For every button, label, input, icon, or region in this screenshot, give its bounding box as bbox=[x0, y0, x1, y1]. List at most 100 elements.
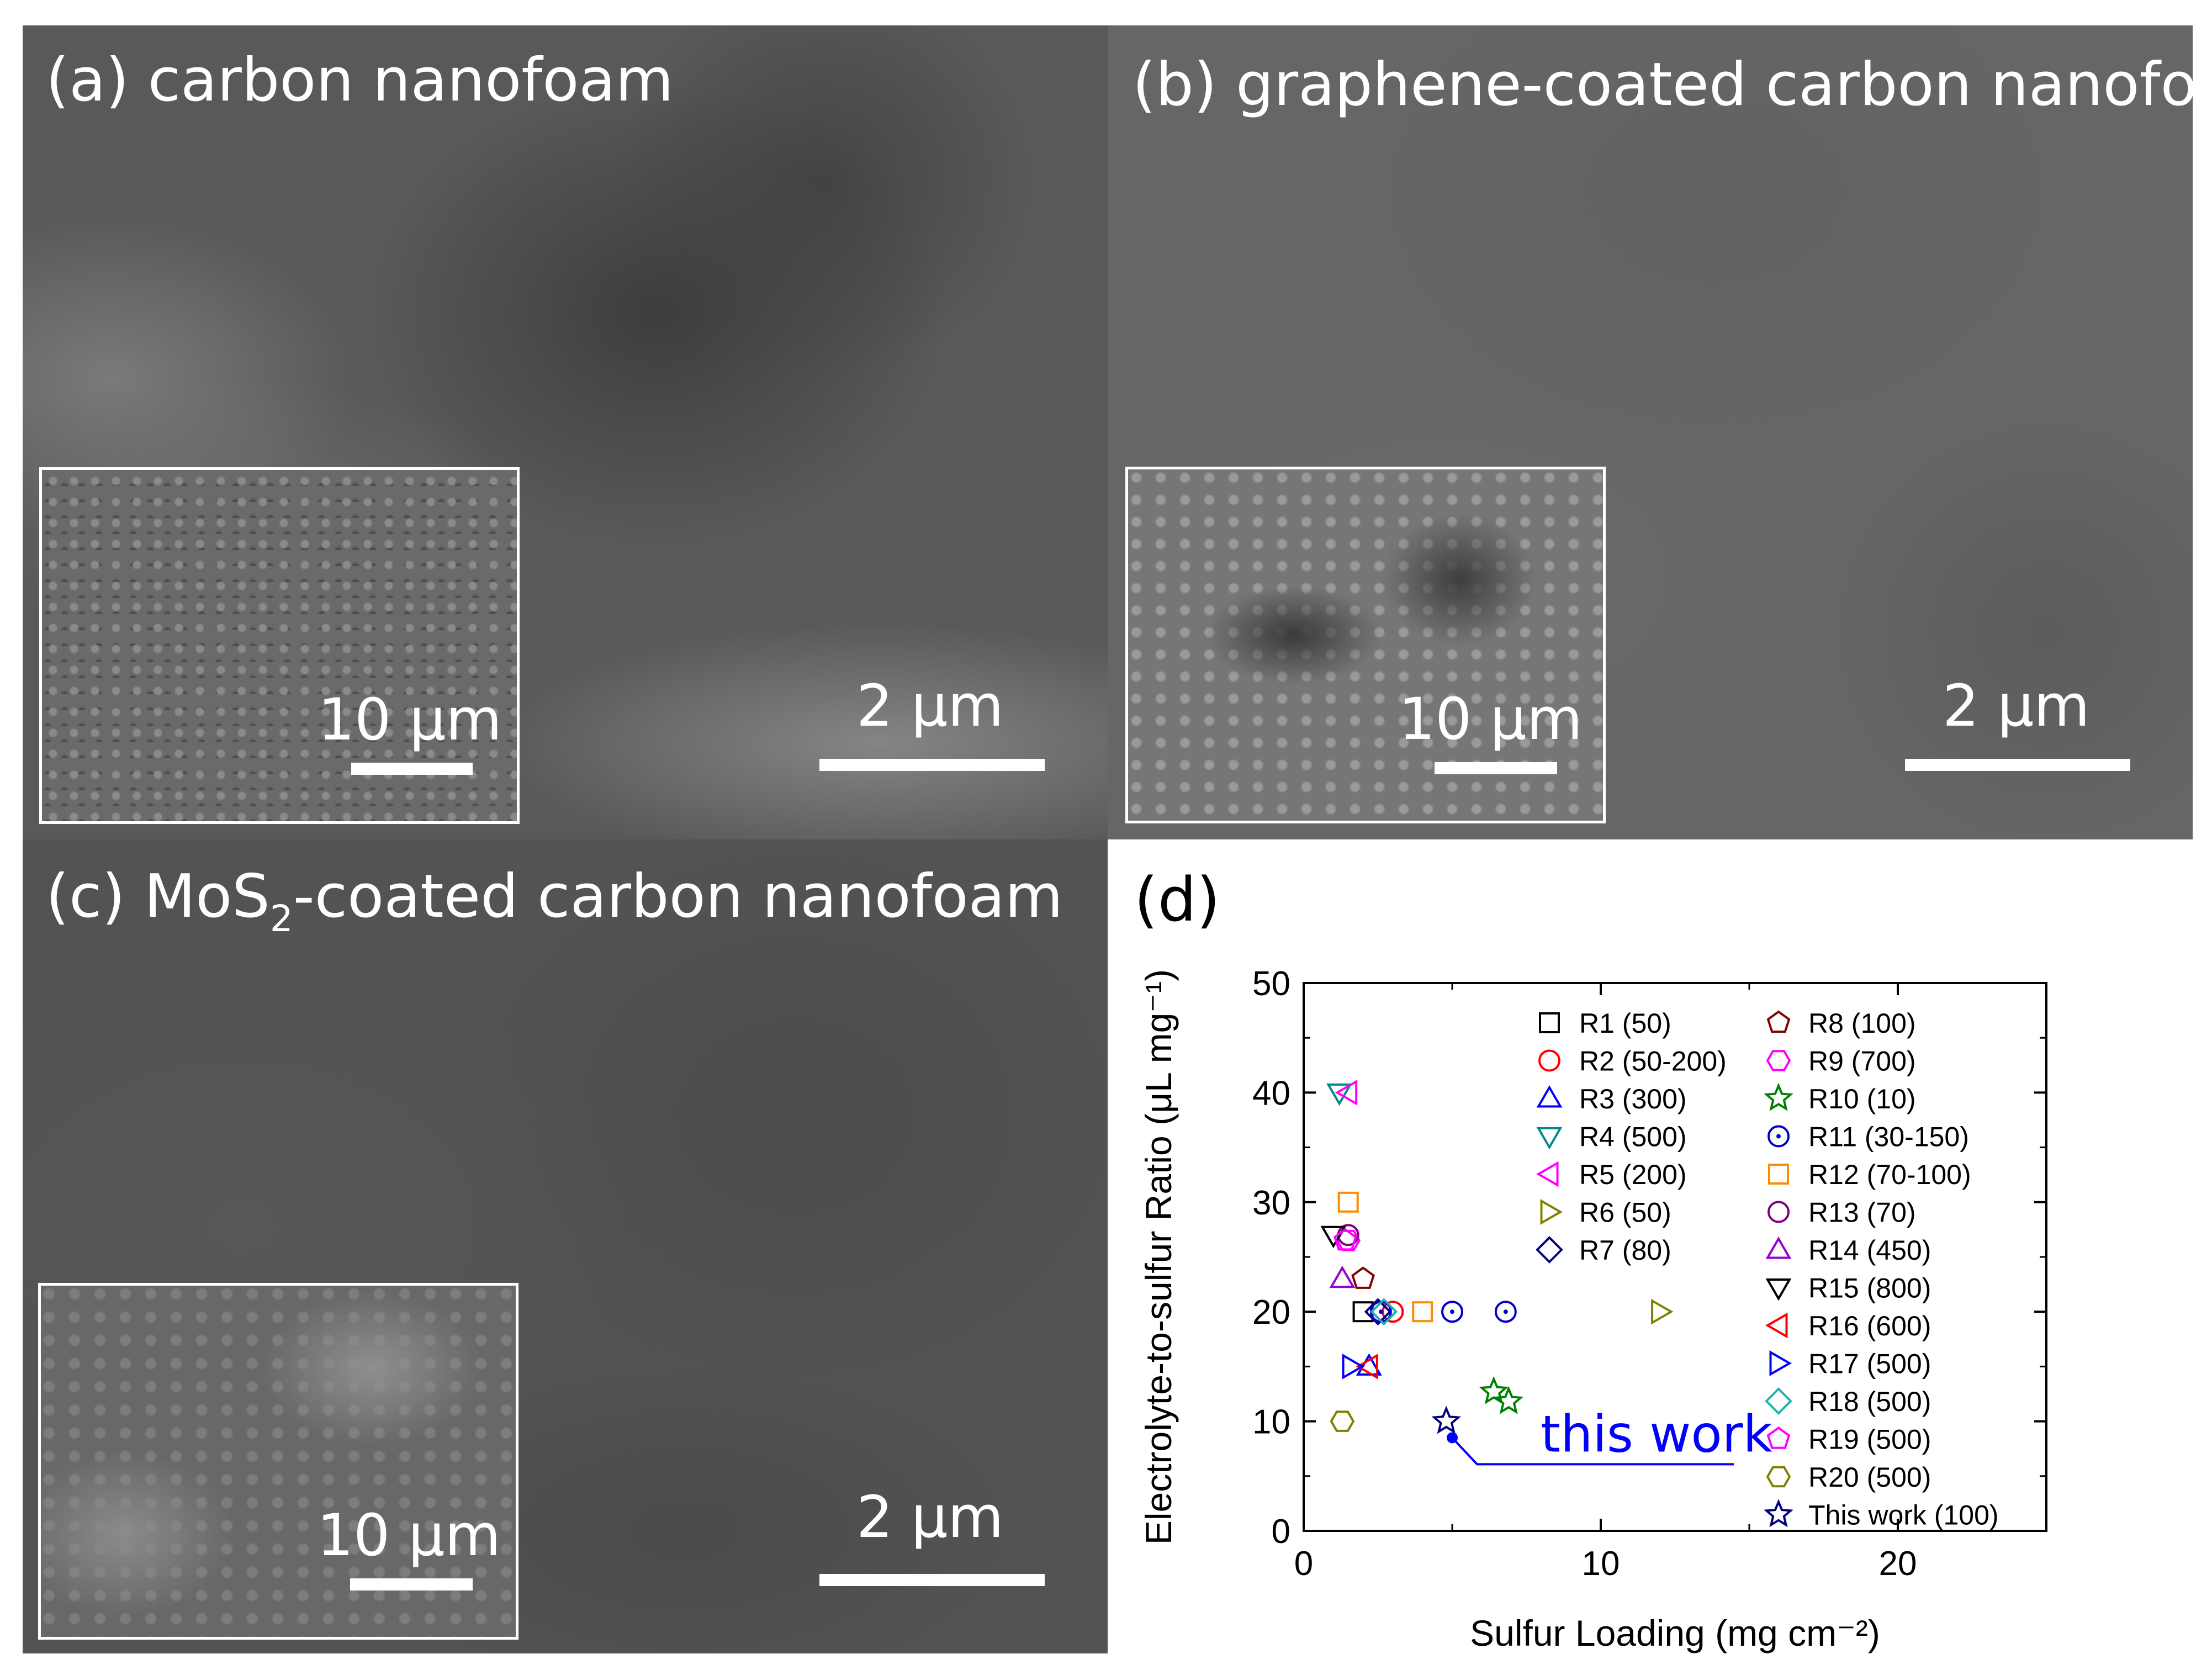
data-point-r20-0 bbox=[1330, 1410, 1355, 1432]
legend-label: R14 (450) bbox=[1808, 1235, 1931, 1266]
legend-label: R5 (200) bbox=[1579, 1159, 1687, 1190]
legend-marker bbox=[1766, 1050, 1791, 1071]
scatter-chart-panel: (d) 0 10 20 30 40 50 0 10 20 Sulfur Loading (mg c… bbox=[1108, 839, 2212, 1675]
legend-marker bbox=[1769, 1350, 1792, 1376]
panel-c-title-subscript: 2 bbox=[269, 897, 293, 940]
legend-label: R8 (100) bbox=[1808, 1008, 1916, 1039]
x-axis-label: Sulfur Loading (mg cm⁻²) bbox=[1470, 1613, 1880, 1653]
panel-c-title: (c) MoS2-coated carbon nanofoam bbox=[46, 867, 1063, 937]
legend-marker bbox=[1765, 1278, 1792, 1301]
legend-marker bbox=[1536, 1085, 1563, 1108]
data-point-r14-0 bbox=[1329, 1265, 1356, 1288]
data-point-r17-0 bbox=[1342, 1354, 1365, 1380]
data-point-r11-0 bbox=[1441, 1301, 1463, 1323]
data-point-r15-0 bbox=[1320, 1225, 1347, 1249]
data-point-r4-0 bbox=[1326, 1083, 1352, 1106]
data-point-r3-0 bbox=[1356, 1353, 1382, 1376]
legend-marker bbox=[1766, 1010, 1791, 1033]
inset-image-b: 10 μm bbox=[1125, 467, 1606, 823]
legend-label: R15 (800) bbox=[1808, 1273, 1931, 1304]
legend-label: R6 (50) bbox=[1579, 1197, 1671, 1228]
legend-marker bbox=[1536, 1236, 1563, 1264]
inset-scale-bar-a bbox=[351, 763, 473, 775]
legend-marker bbox=[1764, 1499, 1793, 1528]
panel-b-title: (b) graphene-coated carbon nanofoam bbox=[1133, 50, 2193, 119]
legend-label: R10 (10) bbox=[1808, 1084, 1916, 1114]
data-point-r19-0 bbox=[1333, 1228, 1357, 1251]
data-point-r12-1 bbox=[1412, 1301, 1433, 1323]
data-point-this-0 bbox=[1431, 1405, 1462, 1434]
y-tick-label: 20 bbox=[1252, 1293, 1290, 1331]
inset-scale-label-a: 10 μm bbox=[318, 686, 502, 753]
legend-label: R12 (70-100) bbox=[1808, 1159, 1971, 1190]
data-point-r8-0 bbox=[1351, 1266, 1375, 1289]
panel-d-label: (d) bbox=[1134, 864, 1220, 935]
sem-panel-mos2-coated: (c) MoS2-coated carbon nanofoam 10 μm 2 … bbox=[23, 839, 1108, 1653]
legend-marker bbox=[1536, 1161, 1559, 1187]
legend-label: R13 (70) bbox=[1808, 1197, 1916, 1228]
inset-image-c: 10 μm bbox=[38, 1283, 518, 1640]
data-point-r6-0 bbox=[1651, 1298, 1674, 1325]
chart-svg: 0 10 20 30 40 50 0 10 20 Sulfur Loading (mg cm⁻²)… bbox=[1138, 965, 2047, 1653]
inset-scale-label-b: 10 μm bbox=[1399, 685, 1583, 753]
inset-scale-label-c: 10 μm bbox=[317, 1502, 501, 1569]
y-tick-label: 0 bbox=[1272, 1513, 1290, 1551]
legend-marker bbox=[1536, 1127, 1563, 1150]
main-scale-label-b: 2 μm bbox=[1943, 672, 2090, 739]
legend-marker bbox=[1538, 1049, 1560, 1072]
legend-label: R2 (50-200) bbox=[1579, 1046, 1727, 1077]
data-point-r11-0-dot bbox=[1450, 1309, 1454, 1314]
legend-marker bbox=[1766, 1426, 1791, 1449]
legend-marker bbox=[1765, 1387, 1792, 1415]
y-tick-label: 40 bbox=[1252, 1074, 1290, 1112]
y-tick-label: 50 bbox=[1252, 965, 1290, 1003]
inset-scale-bar-c bbox=[350, 1578, 473, 1591]
data-point-r5-0 bbox=[1335, 1080, 1358, 1106]
main-scale-label-a: 2 μm bbox=[856, 672, 1004, 739]
data-point-r11-1-dot bbox=[1503, 1309, 1508, 1314]
data-point-r12-0 bbox=[1337, 1191, 1359, 1213]
y-tick-label: 30 bbox=[1252, 1184, 1290, 1222]
y-axis-label: Electrolyte-to-sulfur Ratio (μL mg⁻¹) bbox=[1138, 969, 1179, 1545]
legend-label: R9 (700) bbox=[1808, 1046, 1916, 1077]
x-tick-label: 20 bbox=[1879, 1545, 1917, 1583]
panel-a-title: (a) carbon nanofoam bbox=[46, 46, 674, 115]
data-point-r2-0 bbox=[1382, 1301, 1404, 1323]
panel-c-title-suffix: -coated carbon nanofoam bbox=[293, 862, 1063, 931]
legend-label: R3 (300) bbox=[1579, 1084, 1687, 1114]
data-point-r10-0 bbox=[1479, 1376, 1509, 1404]
data-point-r10-1 bbox=[1494, 1386, 1524, 1414]
legend-marker bbox=[1764, 1082, 1793, 1111]
legend-label: This work (100) bbox=[1808, 1500, 1999, 1531]
data-point-r1-0 bbox=[1352, 1301, 1374, 1323]
main-scale-bar-c bbox=[819, 1574, 1045, 1586]
main-scale-bar-a bbox=[819, 759, 1045, 771]
x-tick-label: 0 bbox=[1294, 1545, 1313, 1583]
legend-label: R4 (500) bbox=[1579, 1122, 1687, 1153]
legend-marker bbox=[1765, 1236, 1792, 1259]
legend-marker bbox=[1768, 1201, 1790, 1223]
x-tick-label: 10 bbox=[1582, 1545, 1620, 1583]
legend-marker bbox=[1766, 1466, 1791, 1488]
main-scale-bar-b bbox=[1905, 759, 2130, 771]
data-point-r7-0 bbox=[1364, 1298, 1392, 1326]
legend-label: R17 (500) bbox=[1808, 1349, 1931, 1380]
legend-label: R16 (600) bbox=[1808, 1311, 1931, 1341]
legend-marker bbox=[1768, 1164, 1789, 1185]
legend-marker bbox=[1765, 1312, 1788, 1339]
legend-marker bbox=[1768, 1125, 1790, 1148]
panel-c-title-prefix: (c) MoS bbox=[46, 862, 270, 931]
annotation-leader-line bbox=[1451, 1436, 1734, 1466]
legend-label: R1 (50) bbox=[1579, 1008, 1671, 1039]
main-scale-label-c: 2 μm bbox=[856, 1483, 1004, 1551]
legend-marker bbox=[1539, 1012, 1560, 1033]
legend-label: R20 (500) bbox=[1808, 1462, 1931, 1493]
sem-panel-carbon-nanofoam: (a) carbon nanofoam 10 μm 2 μm bbox=[23, 25, 1108, 839]
legend-marker-dot bbox=[1776, 1134, 1781, 1139]
legend-label: R7 (80) bbox=[1579, 1235, 1671, 1266]
data-point-r16-0 bbox=[1356, 1354, 1378, 1380]
data-point-r11-2-dot bbox=[1378, 1309, 1383, 1314]
legend-label: R19 (500) bbox=[1808, 1424, 1931, 1455]
y-tick-label: 10 bbox=[1252, 1403, 1290, 1441]
data-point-r11-1 bbox=[1494, 1301, 1517, 1323]
